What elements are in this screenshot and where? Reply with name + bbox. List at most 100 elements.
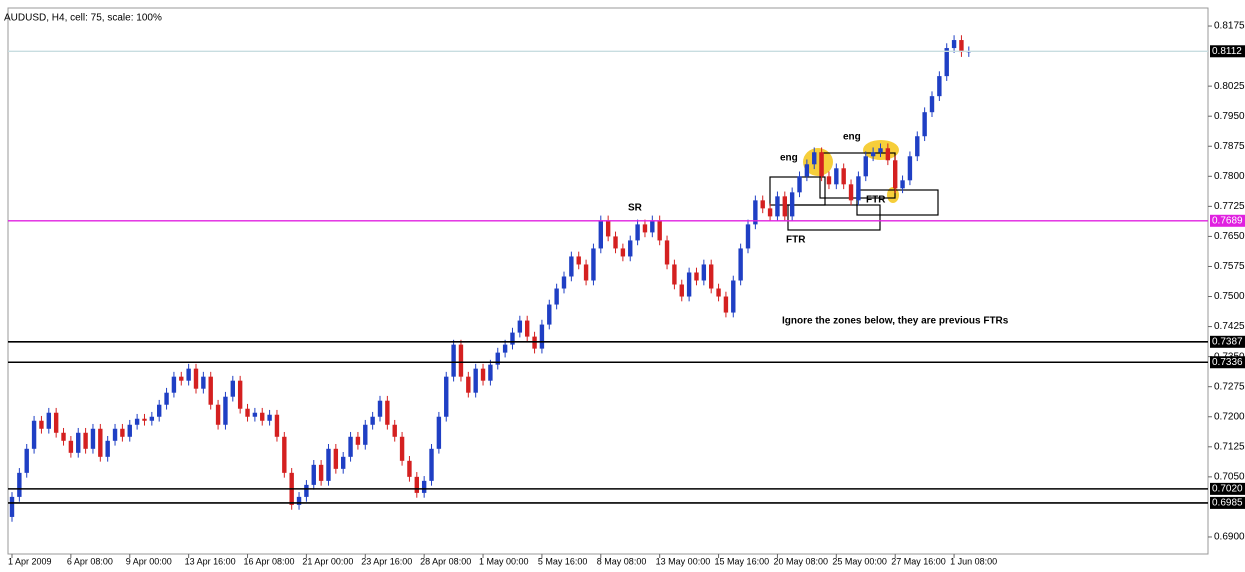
y-tick-label: 0.7050 (1214, 471, 1245, 482)
candle-body (399, 436, 405, 461)
candle-body (819, 152, 824, 177)
candle-body (245, 408, 250, 417)
zone-box (856, 189, 939, 216)
candle-body (480, 368, 486, 381)
x-tick-label: 21 Apr 00:00 (302, 556, 353, 566)
candle-body (517, 320, 523, 333)
candle-body (377, 400, 383, 417)
candle-body (436, 416, 442, 449)
candle-body (127, 424, 132, 437)
annotation: eng (780, 153, 798, 164)
candle-body (149, 416, 155, 421)
candle-body (782, 196, 787, 217)
candle-body (812, 152, 817, 165)
y-tick-label: 0.7275 (1214, 381, 1245, 392)
candle-body (17, 472, 22, 497)
level-box (1210, 482, 1245, 495)
candle-body (120, 428, 125, 437)
candle-body (157, 404, 162, 417)
candle-body (613, 236, 618, 249)
candle-body (9, 496, 15, 517)
candle-body (223, 396, 228, 425)
candle-body (24, 448, 29, 473)
y-tick-label: 0.6900 (1214, 532, 1245, 543)
candle-body (414, 476, 419, 493)
y-tick-label: 0.7500 (1214, 291, 1245, 302)
level-label: 0.7387 (1212, 336, 1243, 347)
candle-body (112, 428, 118, 441)
y-tick-label: 0.7950 (1214, 111, 1245, 122)
candle-body (318, 464, 324, 481)
candle-body (701, 264, 707, 281)
candle-body (900, 180, 905, 189)
y-tick-label: 0.7725 (1214, 201, 1245, 212)
candle-body (53, 412, 59, 433)
level-label: 0.7689 (1212, 215, 1243, 226)
candle-body (848, 184, 854, 201)
candle-body (694, 272, 699, 281)
y-tick-label: 0.8025 (1214, 81, 1245, 92)
candle-body (642, 224, 648, 233)
candle-body (46, 412, 51, 429)
y-tick-label: 0.7650 (1214, 231, 1245, 242)
candle-body (274, 414, 280, 437)
x-tick-label: 28 Apr 08:00 (420, 556, 471, 566)
candle-body (495, 352, 500, 365)
level-box (1210, 356, 1245, 369)
candle-body (90, 428, 96, 449)
candle-body (134, 418, 140, 425)
level-label: 0.6985 (1212, 498, 1243, 509)
candle-body (628, 240, 633, 257)
x-tick-label: 8 May 08:00 (597, 556, 647, 566)
x-tick-label: 6 Apr 08:00 (67, 556, 113, 566)
candle-body (215, 404, 221, 425)
candle-body (237, 380, 243, 409)
candle-body (105, 440, 110, 457)
x-tick-label: 20 May 08:00 (773, 556, 828, 566)
candle-body (775, 196, 780, 217)
candle-body (502, 344, 508, 353)
candle-body (841, 168, 846, 185)
candle-body (650, 220, 655, 233)
candle-body (407, 460, 412, 477)
candle-body (451, 344, 456, 377)
candle-body (944, 48, 949, 77)
candle-body (760, 200, 765, 209)
candle-body (171, 376, 177, 393)
candle-body (458, 344, 464, 377)
candle-body (392, 424, 397, 437)
candle-body (922, 112, 927, 137)
candle-body (326, 448, 331, 481)
candle-body (657, 220, 662, 241)
candle-body (68, 440, 74, 453)
candle-body (142, 418, 147, 421)
candle-body (98, 428, 103, 457)
candle-body (208, 376, 213, 405)
candle-body (370, 416, 375, 425)
plot-frame (7, 7, 1209, 555)
candle-body (83, 432, 88, 449)
candle-body (569, 256, 574, 277)
candle-body (164, 392, 169, 405)
candle-body (915, 136, 920, 157)
candle-body (767, 208, 773, 217)
candle-body (547, 304, 552, 325)
candle-body (951, 40, 957, 49)
highlight (803, 148, 833, 176)
candle-body (863, 156, 868, 177)
level-label: 0.8112 (1212, 46, 1242, 57)
candle-body (664, 240, 670, 265)
candle-body (260, 412, 265, 421)
x-tick-label: 13 May 00:00 (656, 556, 711, 566)
candle-body (893, 160, 898, 189)
x-tick-label: 1 May 00:00 (479, 556, 529, 566)
y-tick-label: 0.7200 (1214, 411, 1245, 422)
candle-body (363, 424, 368, 445)
candle-body (804, 164, 810, 177)
candle-body (591, 248, 596, 281)
x-tick-label: 23 Apr 16:00 (361, 556, 412, 566)
candle-body (39, 420, 44, 429)
candle-body (333, 448, 339, 469)
candle-body (561, 276, 567, 289)
candle-body (341, 456, 346, 469)
